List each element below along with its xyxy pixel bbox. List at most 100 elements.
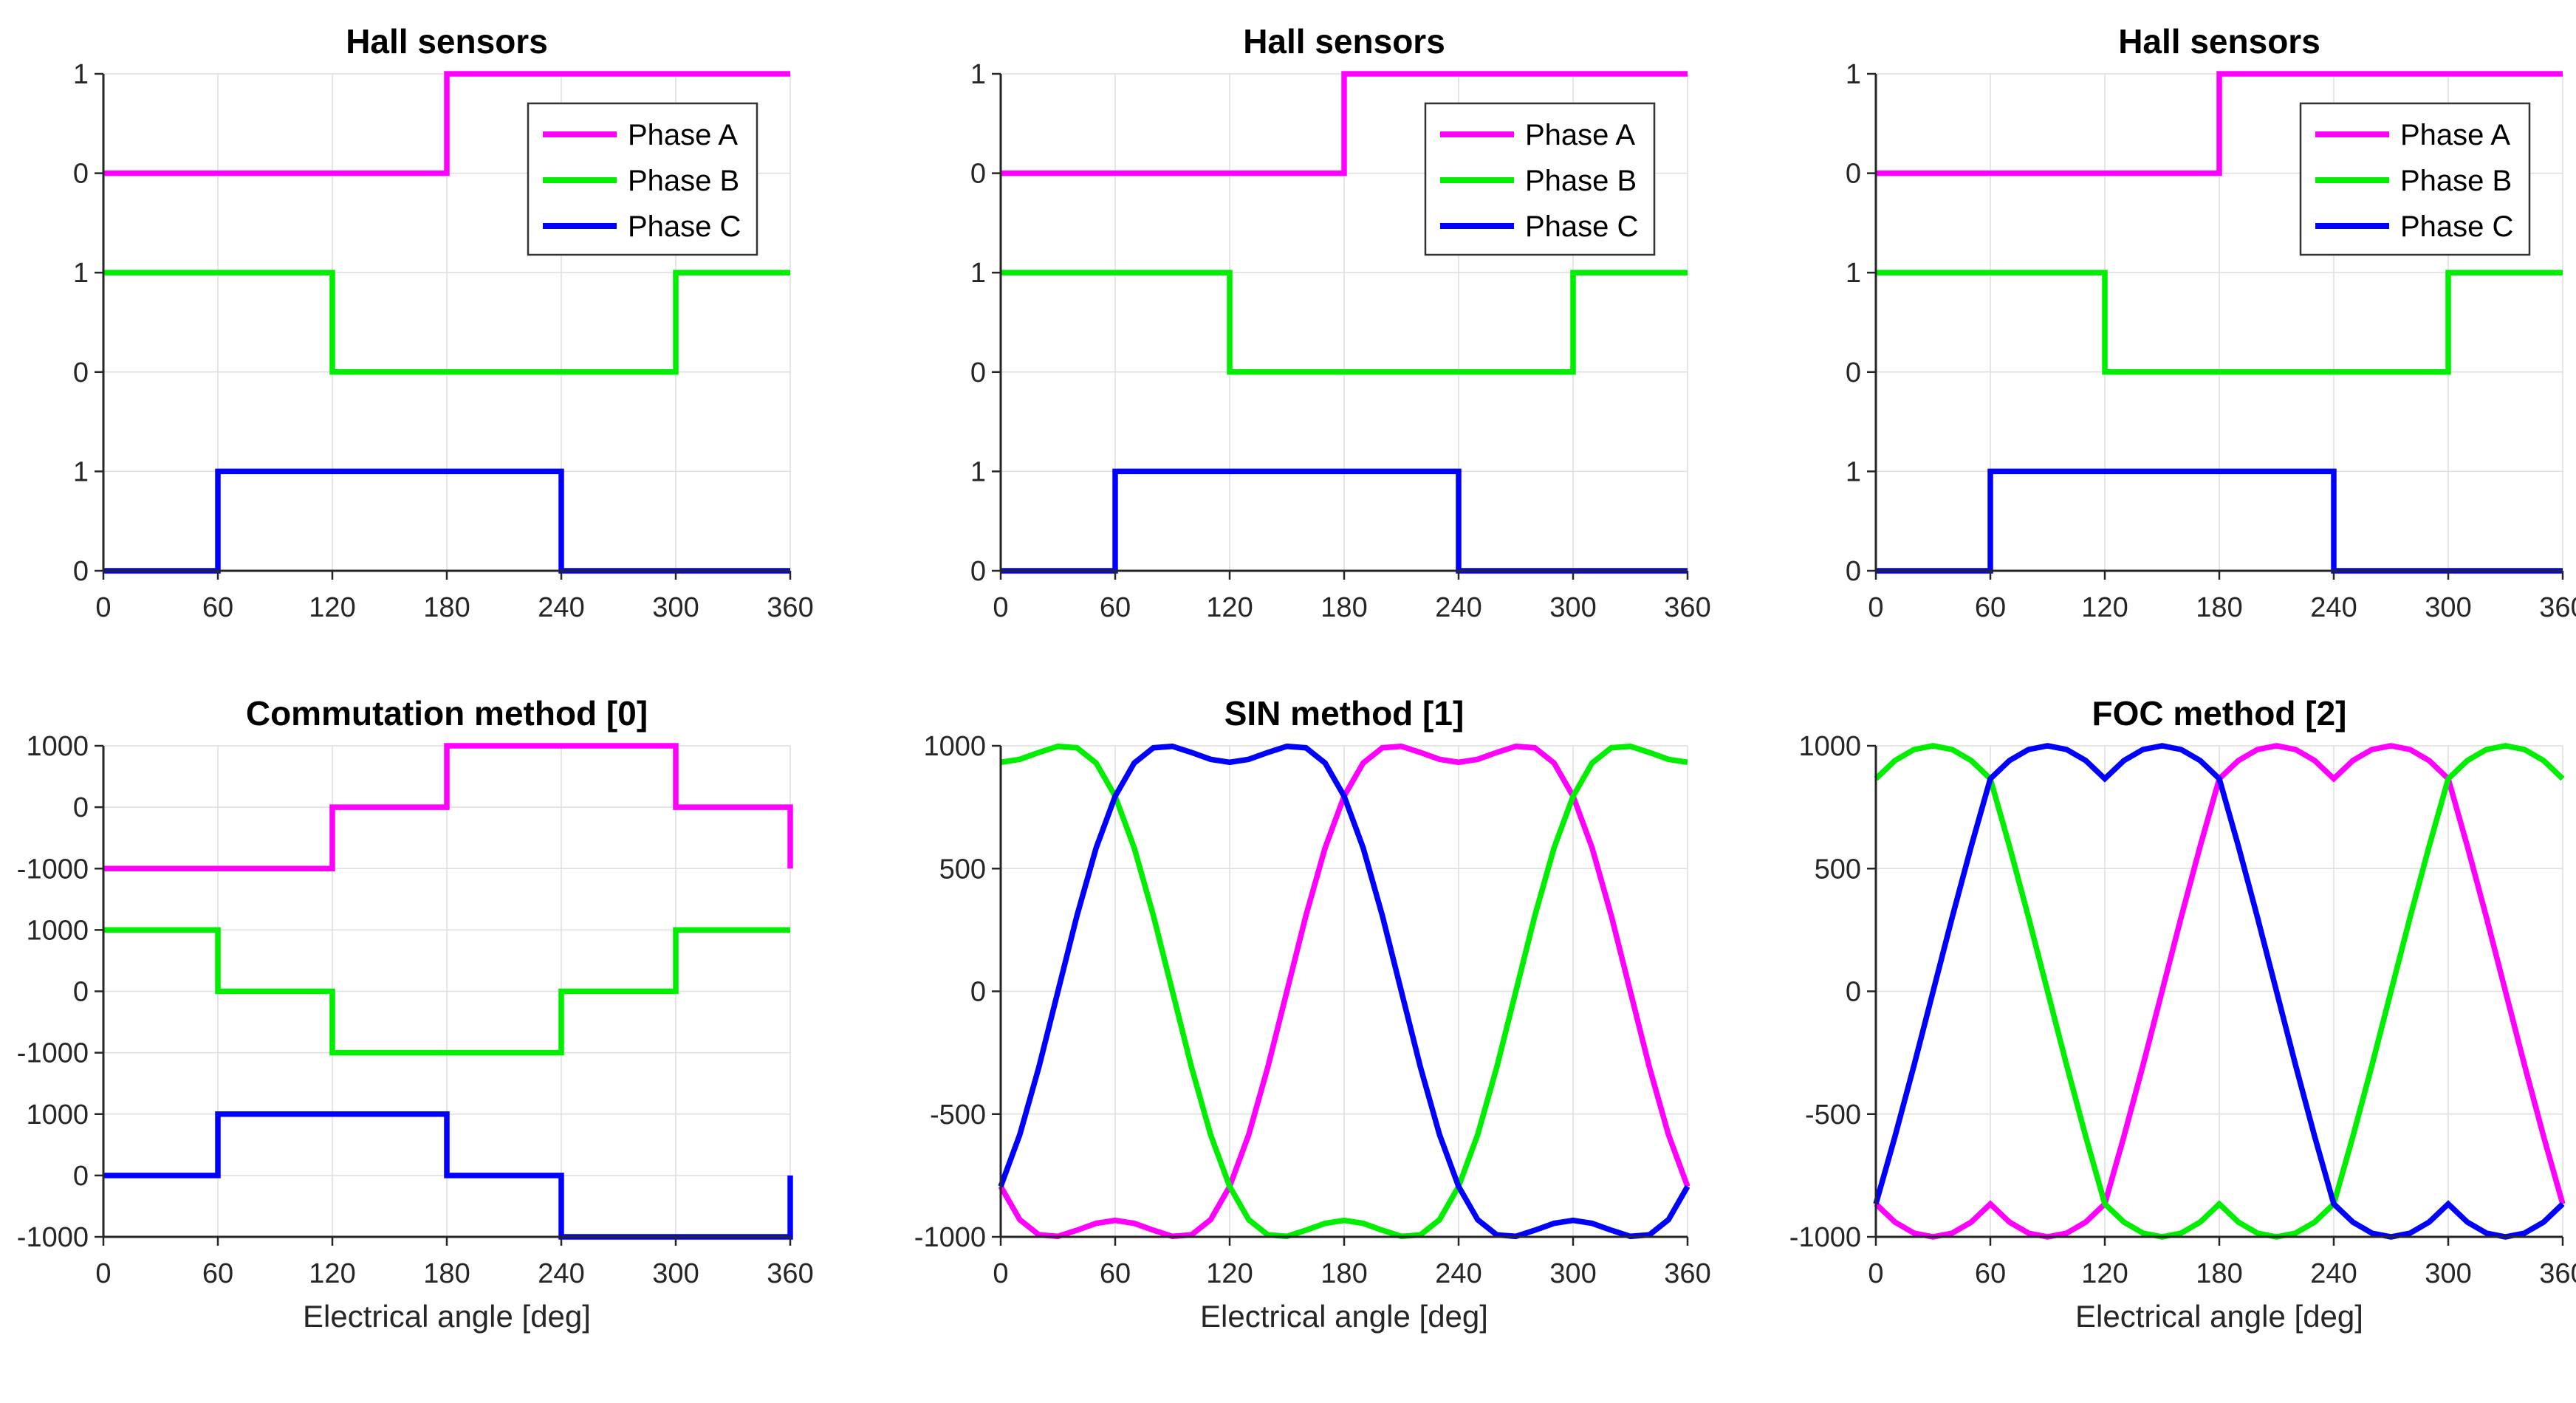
x-tick-label: 180 <box>423 1258 470 1289</box>
x-axis-label-foc-method: Electrical angle [deg] <box>2075 1299 2363 1334</box>
y-tick-label: 1 <box>1846 258 1861 289</box>
x-tick-label: 360 <box>767 1258 813 1289</box>
legend: Phase A Phase B Phase C <box>527 102 758 256</box>
y-tick-label: 500 <box>1815 854 1861 885</box>
x-tick-label: 300 <box>1549 592 1596 623</box>
series-phase-c <box>998 743 1690 1240</box>
x-tick-label: 180 <box>2196 592 2242 623</box>
plot-title-sin-method: SIN method [1] <box>1224 694 1465 733</box>
x-tick-label: 120 <box>1206 592 1253 623</box>
x-tick-label: 240 <box>538 1258 584 1289</box>
tick-marks <box>1867 72 2564 580</box>
tick-labels: 0 60 120 180 240 300 36010000-100010000-100010… <box>17 731 814 1289</box>
plot-title-foc-method: FOC method [2] <box>2092 694 2347 733</box>
legend-label: Phase B <box>1525 165 1637 197</box>
x-tick-label: 300 <box>652 592 699 623</box>
x-tick-label: 60 <box>1975 592 2006 623</box>
legend-label: Phase A <box>2400 119 2510 151</box>
x-tick-label: 360 <box>2539 592 2576 623</box>
y-tick-label: 0 <box>73 1161 89 1192</box>
x-tick-label: 0 <box>95 592 111 623</box>
x-tick-label: 120 <box>2081 592 2128 623</box>
series-phase-b <box>1001 270 1688 375</box>
y-tick-label: 1000 <box>26 915 89 946</box>
y-tick-label: 0 <box>970 977 986 1008</box>
y-tick-label: 0 <box>1846 556 1861 587</box>
x-tick-label: 360 <box>1664 1258 1710 1289</box>
series-phase-c <box>1873 743 2565 1240</box>
x-tick-label: 120 <box>1206 1258 1253 1289</box>
x-tick-label: 240 <box>2310 592 2357 623</box>
x-tick-label: 60 <box>1975 1258 2006 1289</box>
x-tick-label: 180 <box>1320 592 1367 623</box>
tick-labels: 0 60 120 180 240 300 360 1 0 1 0 1 0 <box>1846 59 2576 623</box>
legend-label: Phase C <box>628 210 741 243</box>
x-tick-label: 180 <box>2196 1258 2242 1289</box>
y-tick-label: 1000 <box>1798 731 1861 762</box>
y-tick-label: 1 <box>970 59 986 90</box>
plot-title-hall-1: Hall sensors <box>346 22 548 61</box>
x-tick-label: 120 <box>309 1258 355 1289</box>
x-tick-label: 120 <box>2081 1258 2128 1289</box>
x-tick-label: 180 <box>1320 1258 1367 1289</box>
tick-labels: 0 60 120 180 240 300 360 1 0 1 0 1 0 <box>73 59 814 623</box>
y-tick-label: 1 <box>73 59 89 90</box>
tick-marks <box>992 744 1689 1246</box>
y-tick-label: 0 <box>73 977 89 1008</box>
y-tick-label: -1000 <box>914 1222 986 1253</box>
x-tick-label: 60 <box>1100 592 1131 623</box>
series-phase-b <box>103 927 790 1056</box>
y-tick-label: 0 <box>970 159 986 190</box>
y-tick-label: 0 <box>970 556 986 587</box>
tick-labels: 0 60 120 180 240 300 360 1 0 1 0 1 0 <box>970 59 1711 623</box>
tick-marks <box>95 744 792 1246</box>
y-tick-label: 0 <box>73 556 89 587</box>
y-tick-label: 1 <box>970 258 986 289</box>
x-tick-label: 240 <box>538 592 584 623</box>
plot-title-hall-3: Hall sensors <box>2118 22 2320 61</box>
y-tick-label: -500 <box>1805 1100 1861 1131</box>
legend: Phase A Phase B Phase C <box>2299 102 2531 256</box>
legend-label: Phase A <box>628 119 738 151</box>
plot-title-commutation: Commutation method [0] <box>245 694 648 733</box>
x-tick-label: 0 <box>1868 592 1883 623</box>
tick-marks <box>95 72 792 580</box>
x-tick-label: 300 <box>2425 1258 2471 1289</box>
legend-label: Phase C <box>1525 210 1638 243</box>
legend-label: Phase B <box>628 165 739 197</box>
series-phase-b <box>103 270 790 375</box>
legend-box <box>1424 102 1656 256</box>
legend-label: Phase A <box>1525 119 1635 151</box>
series-phase-a <box>103 71 790 176</box>
x-tick-label: 120 <box>309 592 355 623</box>
x-tick-label: 300 <box>1549 1258 1596 1289</box>
y-tick-label: 0 <box>970 357 986 388</box>
series-phase-a <box>1001 71 1688 176</box>
x-tick-label: 300 <box>652 1258 699 1289</box>
x-tick-label: 240 <box>2310 1258 2357 1289</box>
y-tick-label: 0 <box>1846 159 1861 190</box>
legend-label: Phase C <box>2400 210 2513 243</box>
y-tick-label: 0 <box>1846 977 1861 1008</box>
x-tick-label: 360 <box>2539 1258 2576 1289</box>
y-tick-label: 1000 <box>26 1100 89 1131</box>
tick-labels: 0 60 120 180 240 300 360 1000 500 0 -500 -1000 <box>1789 731 2576 1289</box>
x-tick-label: 240 <box>1435 592 1481 623</box>
x-tick-label: 180 <box>423 592 470 623</box>
tick-marks <box>1867 744 2564 1246</box>
subplot-commutation: 0 60 120 180 240 300 36010000-100010000-100010… <box>17 731 814 1289</box>
x-axis-label-commutation: Electrical angle [deg] <box>303 1299 591 1334</box>
subplot-sin-method: 0 60 120 180 240 300 360 1000 500 0 -500 -1000 <box>914 731 1711 1289</box>
x-tick-label: 0 <box>993 592 1008 623</box>
x-tick-label: 0 <box>1868 1258 1883 1289</box>
series-phase-b <box>1876 270 2563 375</box>
x-tick-label: 360 <box>767 592 813 623</box>
tick-labels: 0 60 120 180 240 300 360 1000 500 0 -500 -1000 <box>914 731 1711 1289</box>
series-phase-a <box>1876 71 2563 176</box>
legend-label: Phase B <box>2400 165 2512 197</box>
y-tick-label: -1000 <box>17 854 89 885</box>
